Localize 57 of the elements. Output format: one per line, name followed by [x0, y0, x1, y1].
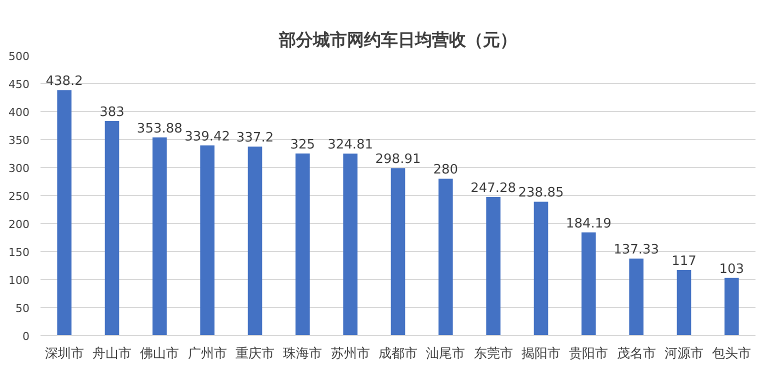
x-tick-label: 珠海市	[283, 346, 322, 362]
bar	[676, 270, 692, 336]
bar	[724, 278, 739, 336]
y-tick-label: 100	[8, 274, 30, 287]
bar	[248, 146, 262, 336]
data-label: 337.2	[236, 130, 274, 146]
bar	[582, 232, 596, 336]
data-label: 353.88	[136, 121, 182, 136]
data-label: 247.28	[470, 181, 516, 196]
y-tick-label: 200	[8, 218, 30, 231]
data-label: 324.81	[328, 138, 374, 153]
data-label: 184.19	[566, 216, 612, 232]
bar	[629, 258, 644, 336]
x-tick-label: 河源市	[664, 346, 704, 362]
bar	[296, 154, 310, 336]
y-tick-label: 150	[8, 246, 30, 259]
y-tick-label: 50	[16, 302, 30, 315]
data-label: 137.33	[614, 242, 660, 258]
bar	[200, 145, 214, 336]
data-label: 438.2	[46, 74, 83, 90]
y-tick-label: 300	[8, 162, 30, 175]
x-tick-label: 贵阳市	[569, 346, 608, 362]
y-tick-label: 500	[8, 50, 30, 63]
data-label: 325	[290, 138, 316, 152]
data-label: 298.91	[375, 152, 421, 168]
data-label: 383	[100, 105, 124, 120]
bar	[390, 168, 406, 336]
x-tick-label: 汕尾市	[426, 346, 466, 362]
x-tick-label: 重庆市	[236, 346, 274, 362]
x-tick-label: 揭阳市	[522, 346, 560, 362]
bar	[438, 178, 453, 336]
data-label: 117	[672, 254, 696, 269]
bar	[57, 90, 72, 336]
bar	[486, 197, 500, 336]
chart-title: 部分城市网约车日均营收（元）	[278, 30, 517, 50]
data-label: 103	[719, 262, 744, 277]
x-tick-label: 东莞市	[474, 346, 513, 362]
y-tick-label: 450	[8, 78, 30, 91]
x-tick-label: 苏州市	[330, 346, 370, 362]
y-tick-label: 0	[22, 330, 30, 343]
y-tick-label: 250	[8, 190, 30, 203]
data-label: 339.42	[184, 129, 230, 144]
x-tick-label: 成都市	[378, 346, 418, 362]
x-tick-label: 包头市	[712, 346, 752, 362]
x-tick-label: 佛山市	[140, 346, 180, 362]
x-tick-label: 广州市	[188, 346, 227, 362]
bar	[534, 202, 548, 336]
x-tick-label: 舟山市	[92, 346, 132, 362]
y-tick-label: 350	[8, 134, 30, 147]
data-label: 238.85	[518, 186, 564, 201]
y-tick-label: 400	[8, 106, 30, 119]
bar	[104, 121, 120, 336]
x-tick-label: 深圳市	[44, 346, 84, 362]
x-tick-label: 茂名市	[616, 346, 656, 362]
bar	[343, 154, 358, 336]
bar	[152, 137, 167, 336]
data-label: 280	[433, 162, 458, 178]
